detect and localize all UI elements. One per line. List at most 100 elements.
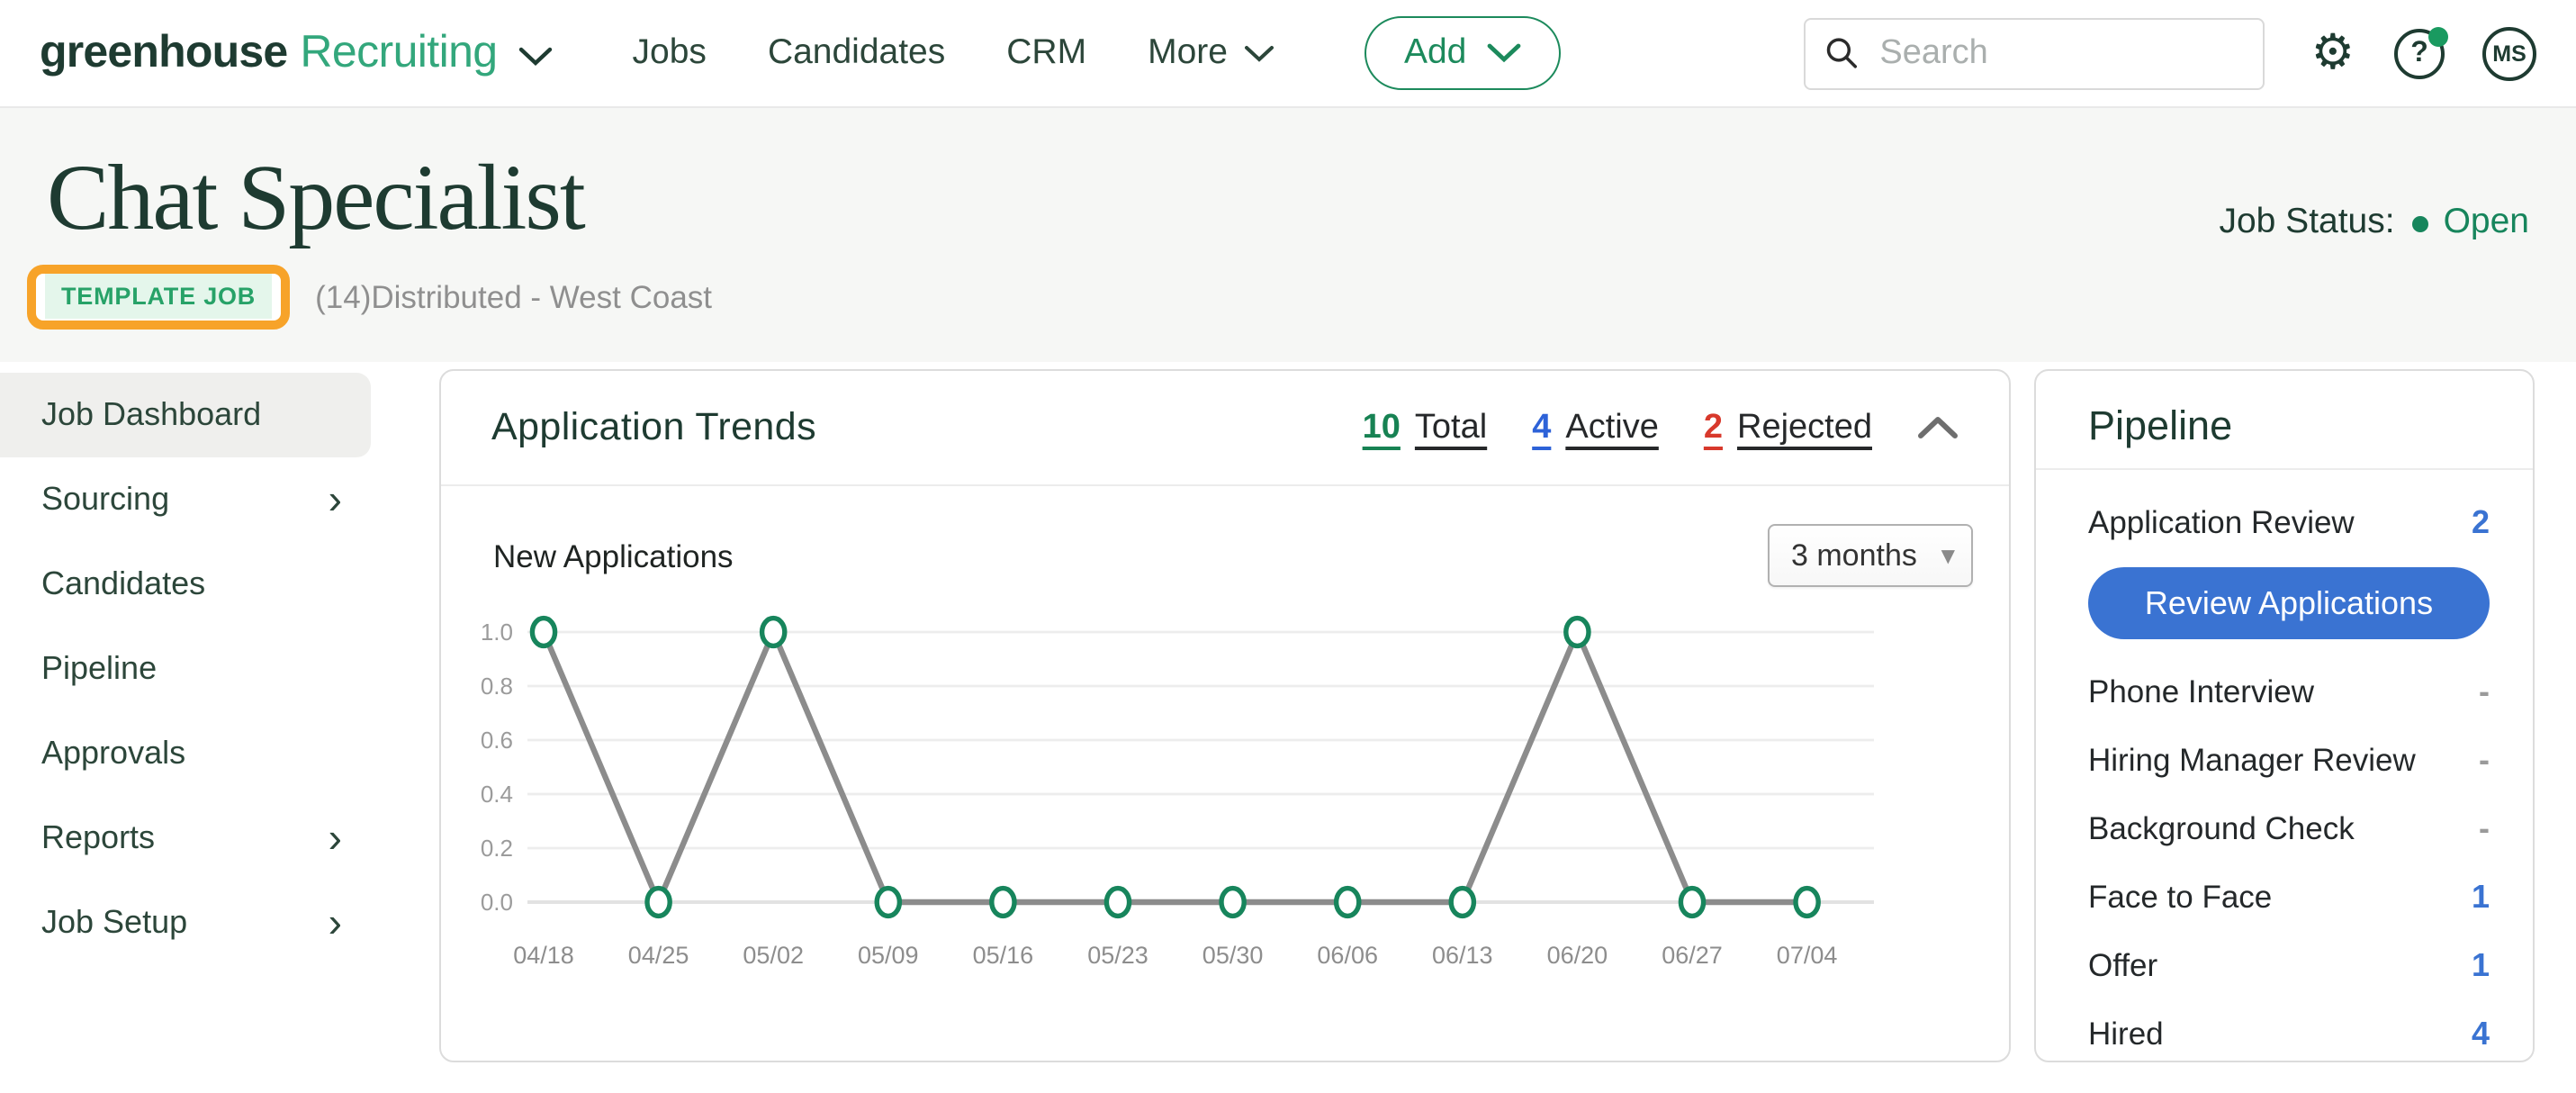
stat-label: Rejected bbox=[1737, 408, 1872, 446]
pipeline-stage-row: Hired 4 bbox=[2088, 999, 2490, 1061]
search-input[interactable] bbox=[1876, 32, 2243, 75]
chevron-right-icon: › bbox=[328, 899, 342, 945]
nav-more-label: More bbox=[1148, 32, 1228, 72]
nav-link-candidates[interactable]: Candidates bbox=[767, 32, 946, 72]
pipeline-header: Pipeline bbox=[2036, 371, 2533, 470]
stage-count[interactable]: 1 bbox=[2471, 946, 2490, 982]
svg-text:0.4: 0.4 bbox=[481, 781, 513, 808]
sidebar-item-pipeline[interactable]: Pipeline bbox=[0, 627, 371, 711]
stage-name-hiring-manager-review[interactable]: Hiring Manager Review bbox=[2088, 741, 2416, 777]
svg-text:04/18: 04/18 bbox=[513, 942, 574, 969]
application-trends-card: Application Trends 10 Total 4 Active 2 Reject… bbox=[439, 369, 2011, 1062]
stage-count: - bbox=[2479, 673, 2490, 709]
stage-count[interactable]: 1 bbox=[2471, 878, 2490, 914]
svg-text:1.0: 1.0 bbox=[481, 619, 513, 646]
stage-name-hired[interactable]: Hired bbox=[2088, 1015, 2164, 1051]
search-box[interactable] bbox=[1803, 17, 2265, 89]
brand-name: greenhouse bbox=[40, 27, 288, 77]
data-point bbox=[529, 615, 558, 649]
sidebar-item-reports[interactable]: Reports › bbox=[0, 796, 371, 881]
job-status-value[interactable]: Open bbox=[2443, 202, 2529, 241]
sidebar-item-label: Candidates bbox=[41, 565, 206, 601]
stat-total[interactable]: 10 Total bbox=[1363, 408, 1488, 447]
stat-rejected[interactable]: 2 Rejected bbox=[1704, 408, 1872, 447]
job-subtitle: (14)Distributed - West Coast bbox=[315, 278, 713, 314]
brand-switcher[interactable]: greenhouse Recruiting bbox=[40, 27, 554, 79]
status-dot-icon bbox=[2412, 216, 2429, 232]
sidebar: Job Dashboard Sourcing › Candidates Pipeline… bbox=[0, 373, 371, 965]
sidebar-item-job-dashboard[interactable]: Job Dashboard bbox=[0, 373, 371, 457]
add-button[interactable]: Add bbox=[1364, 16, 1561, 90]
stage-name-application-review[interactable]: Application Review bbox=[2088, 503, 2355, 539]
stage-name-background-check[interactable]: Background Check bbox=[2088, 809, 2355, 845]
chevron-down-icon bbox=[1244, 32, 1274, 74]
svg-text:06/27: 06/27 bbox=[1662, 942, 1723, 969]
stage-name-offer[interactable]: Offer bbox=[2088, 946, 2158, 982]
chevron-down-icon bbox=[1486, 43, 1520, 63]
data-point bbox=[644, 885, 672, 919]
stage-count[interactable]: 4 bbox=[2471, 1015, 2490, 1051]
stage-count: - bbox=[2479, 809, 2490, 845]
pipeline-stage-row: Hiring Manager Review - bbox=[2088, 726, 2490, 794]
avatar[interactable]: MS bbox=[2482, 26, 2536, 80]
chevron-down-icon bbox=[519, 43, 554, 76]
nav-link-jobs[interactable]: Jobs bbox=[632, 32, 707, 72]
sidebar-item-label: Pipeline bbox=[41, 650, 158, 686]
data-point bbox=[759, 615, 788, 649]
top-nav: greenhouse Recruiting Jobs Candidates CRM … bbox=[0, 0, 2576, 108]
range-selector[interactable]: 3 months ▼ bbox=[1768, 524, 1973, 587]
sidebar-item-job-setup[interactable]: Job Setup › bbox=[0, 881, 371, 965]
stage-name-face-to-face[interactable]: Face to Face bbox=[2088, 878, 2273, 914]
notification-dot bbox=[2428, 26, 2448, 46]
nav-link-crm[interactable]: CRM bbox=[1006, 32, 1087, 72]
svg-text:0.2: 0.2 bbox=[481, 835, 513, 862]
job-header: Chat Specialist TEMPLATE JOB (14)Distrib… bbox=[0, 108, 2576, 362]
data-point bbox=[1793, 885, 1821, 919]
review-applications-button[interactable]: Review Applications bbox=[2088, 567, 2490, 639]
sidebar-item-approvals[interactable]: Approvals bbox=[0, 711, 371, 796]
search-icon bbox=[1826, 38, 1857, 68]
svg-text:05/09: 05/09 bbox=[858, 942, 919, 969]
sidebar-item-label: Reports bbox=[41, 819, 156, 855]
chart-series-label: New Applications bbox=[493, 538, 734, 574]
stage-count[interactable]: 2 bbox=[2471, 503, 2490, 539]
trends-card-header: Application Trends 10 Total 4 Active 2 Reject… bbox=[441, 371, 2009, 486]
svg-text:05/16: 05/16 bbox=[973, 942, 1034, 969]
sidebar-item-label: Job Setup bbox=[41, 904, 188, 940]
nav-more[interactable]: More bbox=[1148, 32, 1274, 74]
help-icon[interactable]: ? bbox=[2394, 26, 2448, 78]
range-selector-value: 3 months bbox=[1791, 537, 1917, 572]
data-point bbox=[1563, 615, 1591, 649]
data-point bbox=[1448, 885, 1477, 919]
svg-text:05/02: 05/02 bbox=[743, 942, 804, 969]
stat-label: Total bbox=[1414, 408, 1488, 446]
svg-text:0.0: 0.0 bbox=[481, 889, 513, 916]
svg-text:06/20: 06/20 bbox=[1547, 942, 1608, 969]
stat-active[interactable]: 4 Active bbox=[1532, 408, 1659, 447]
badge-row: TEMPLATE JOB (14)Distributed - West Coas… bbox=[27, 265, 712, 330]
svg-text:05/30: 05/30 bbox=[1202, 942, 1264, 969]
sidebar-item-sourcing[interactable]: Sourcing › bbox=[0, 457, 371, 542]
data-point bbox=[1333, 885, 1362, 919]
data-point bbox=[1678, 885, 1707, 919]
dropdown-arrow-icon: ▼ bbox=[1941, 547, 1955, 567]
stage-name-phone-interview[interactable]: Phone Interview bbox=[2088, 673, 2314, 709]
pipeline-stage-row: Offer 1 bbox=[2088, 931, 2490, 999]
svg-text:04/25: 04/25 bbox=[628, 942, 689, 969]
gear-icon[interactable]: ⚙ bbox=[2310, 25, 2355, 81]
sidebar-item-candidates[interactable]: Candidates bbox=[0, 542, 371, 627]
stat-value: 2 bbox=[1703, 408, 1723, 446]
data-point bbox=[1219, 885, 1247, 919]
stat-label: Active bbox=[1565, 408, 1659, 446]
job-status-label: Job Status: bbox=[2219, 202, 2395, 241]
collapse-chevron-up-icon[interactable] bbox=[1917, 416, 1959, 439]
pipeline-stage-row: Application Review 2 bbox=[2088, 488, 2490, 556]
svg-text:07/04: 07/04 bbox=[1777, 942, 1838, 969]
data-point bbox=[989, 885, 1017, 919]
trends-title: Application Trends bbox=[491, 405, 816, 448]
sidebar-item-label: Sourcing bbox=[41, 481, 170, 517]
stat-value: 4 bbox=[1532, 408, 1552, 446]
nav-links: Jobs Candidates CRM bbox=[633, 32, 1087, 74]
svg-text:06/06: 06/06 bbox=[1317, 942, 1378, 969]
pipeline-stage-row: Phone Interview - bbox=[2088, 657, 2490, 726]
